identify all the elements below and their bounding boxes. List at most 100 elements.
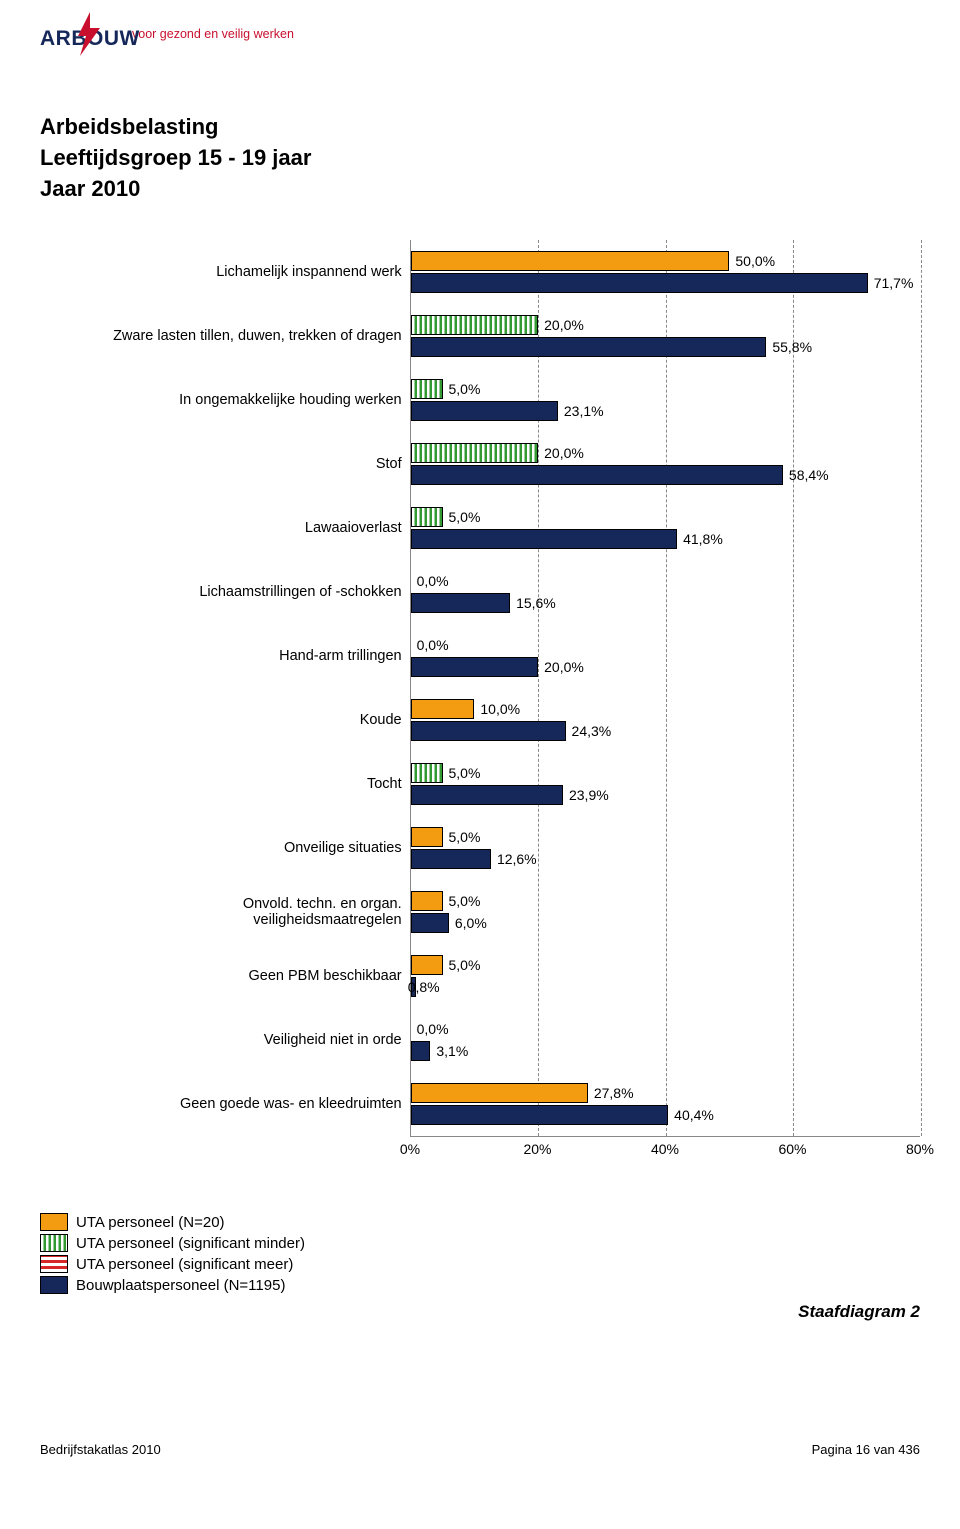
x-tick-label: 60%	[778, 1141, 806, 1157]
y-label: Stof	[100, 432, 410, 496]
x-tick-label: 20%	[523, 1141, 551, 1157]
bar-value-label: 12,6%	[497, 851, 537, 867]
bar-value-label: 5,0%	[449, 765, 481, 781]
header: ARBOUW voor gezond en veilig werken	[40, 0, 920, 72]
bar-group: 5,0%6,0%	[411, 880, 920, 944]
bar-series-top: 5,0%	[411, 379, 920, 399]
title-line2: Leeftijdsgroep 15 - 19 jaar	[40, 143, 920, 174]
legend-swatch	[40, 1213, 68, 1231]
bar-series-top: 0,0%	[411, 635, 920, 655]
bar-value-label: 5,0%	[449, 893, 481, 909]
x-tick-label: 40%	[651, 1141, 679, 1157]
bar	[411, 465, 783, 485]
bar-series-top: 5,0%	[411, 955, 920, 975]
bar-value-label: 0,0%	[417, 1021, 449, 1037]
bar-series-bottom: 15,6%	[411, 593, 920, 613]
bar	[411, 827, 443, 847]
legend-label: UTA personeel (N=20)	[76, 1214, 225, 1231]
legend: UTA personeel (N=20) UTA personeel (signi…	[40, 1213, 920, 1294]
bar	[411, 379, 443, 399]
bar-group: 50,0% 71,7%	[411, 240, 920, 304]
bar-value-label: 10,0%	[480, 701, 520, 717]
bar-value-label: 20,0%	[544, 317, 584, 333]
diagram-caption: Staafdiagram 2	[40, 1302, 920, 1322]
legend-item: Bouwplaatspersoneel (N=1195)	[40, 1276, 920, 1294]
bar	[411, 657, 539, 677]
y-axis-labels: Lichamelijk inspannend werkZware lasten …	[100, 240, 410, 1136]
bar-chart: Lichamelijk inspannend werkZware lasten …	[100, 240, 920, 1163]
footer: Bedrijfstakatlas 2010 Pagina 16 van 436	[40, 1442, 920, 1457]
bar-value-label: 40,4%	[674, 1107, 714, 1123]
bar-value-label: 0,8%	[408, 979, 440, 995]
bar	[411, 955, 443, 975]
y-label: Onvold. techn. en organ. veiligheidsmaat…	[100, 880, 410, 944]
bar	[411, 785, 563, 805]
bar	[411, 891, 443, 911]
y-label: Lichaamstrillingen of -schokken	[100, 560, 410, 624]
bar-series-bottom: 0,8%	[411, 977, 920, 997]
bar-series-bottom: 12,6%	[411, 849, 920, 869]
bar-value-label: 27,8%	[594, 1085, 634, 1101]
bar-value-label: 5,0%	[449, 957, 481, 973]
bar-series-bottom: 71,7%	[411, 273, 920, 293]
title-line1: Arbeidsbelasting	[40, 112, 920, 143]
bar	[411, 529, 677, 549]
bar-series-top: 0,0%	[411, 571, 920, 591]
bar-series-bottom: 20,0%	[411, 657, 920, 677]
bar	[411, 1105, 669, 1125]
bolt-icon	[72, 12, 106, 56]
bar-value-label: 5,0%	[449, 509, 481, 525]
legend-label: UTA personeel (significant minder)	[76, 1235, 305, 1252]
bar-group: 5,0%41,8%	[411, 496, 920, 560]
y-label: Koude	[100, 688, 410, 752]
legend-swatch	[40, 1255, 68, 1273]
bar-value-label: 15,6%	[516, 595, 556, 611]
bar-series-top: 10,0%	[411, 699, 920, 719]
bar-series-top: 5,0%	[411, 763, 920, 783]
bar	[411, 721, 566, 741]
bar-value-label: 5,0%	[449, 381, 481, 397]
bar-value-label: 20,0%	[544, 659, 584, 675]
bar-value-label: 24,3%	[572, 723, 612, 739]
bar-value-label: 0,0%	[417, 637, 449, 653]
bar-value-label: 50,0%	[735, 253, 775, 269]
bar-group: 5,0% 23,9%	[411, 752, 920, 816]
x-axis: 0%20%40%60%80%	[100, 1136, 920, 1163]
bar	[411, 913, 449, 933]
y-label: Veiligheid niet in orde	[100, 1008, 410, 1072]
plot-area: 50,0%71,7%20,0%55,8%5,0%23,1%20,0%58,4%5…	[410, 240, 920, 1136]
bar-group: 0,0% 3,1%	[411, 1008, 920, 1072]
footer-left: Bedrijfstakatlas 2010	[40, 1442, 161, 1457]
bar-group: 0,0% 20,0%	[411, 624, 920, 688]
y-label: In ongemakkelijke houding werken	[100, 368, 410, 432]
bar	[411, 315, 539, 335]
bar-series-top: 5,0%	[411, 827, 920, 847]
y-label: Geen goede was- en kleedruimten	[100, 1072, 410, 1136]
y-label: Lawaaioverlast	[100, 496, 410, 560]
tagline: voor gezond en veilig werken	[132, 27, 294, 41]
bar	[411, 763, 443, 783]
bar-value-label: 71,7%	[874, 275, 914, 291]
bar-value-label: 58,4%	[789, 467, 829, 483]
bar-series-bottom: 3,1%	[411, 1041, 920, 1061]
bar	[411, 699, 475, 719]
y-label: Tocht	[100, 752, 410, 816]
bar-series-top: 5,0%	[411, 891, 920, 911]
legend-item: UTA personeel (N=20)	[40, 1213, 920, 1231]
bar-group: 0,0% 15,6%	[411, 560, 920, 624]
bar-series-top: 27,8%	[411, 1083, 920, 1103]
bar-group: 20,0%55,8%	[411, 304, 920, 368]
bar-series-top: 20,0%	[411, 443, 920, 463]
bar	[411, 1041, 431, 1061]
legend-item: UTA personeel (significant minder)	[40, 1234, 920, 1252]
bar-group: 5,0% 12,6%	[411, 816, 920, 880]
x-tick-label: 80%	[906, 1141, 934, 1157]
bar	[411, 273, 868, 293]
bar	[411, 849, 491, 869]
bar-value-label: 20,0%	[544, 445, 584, 461]
bar-value-label: 23,9%	[569, 787, 609, 803]
title-line3: Jaar 2010	[40, 174, 920, 205]
legend-swatch	[40, 1234, 68, 1252]
bar-group: 20,0% 58,4%	[411, 432, 920, 496]
bar-series-top: 0,0%	[411, 1019, 920, 1039]
